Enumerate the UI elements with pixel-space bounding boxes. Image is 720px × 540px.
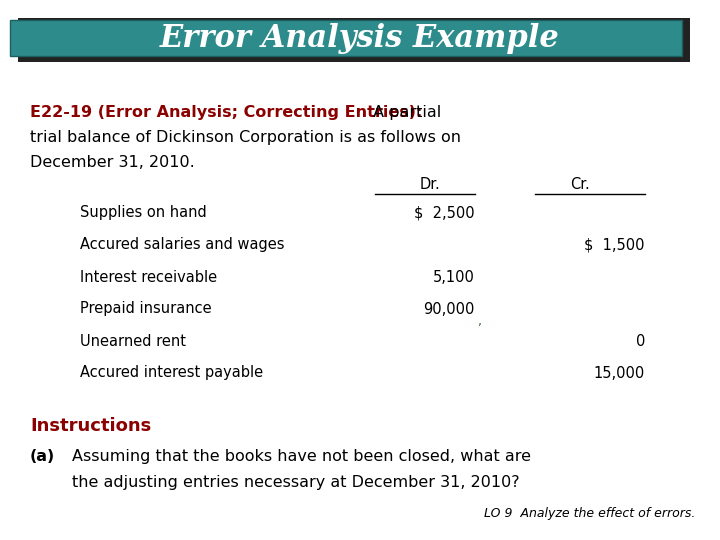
- Text: Supplies on hand: Supplies on hand: [80, 206, 207, 220]
- Text: Error Analysis Example: Error Analysis Example: [160, 23, 560, 53]
- Text: Instructions: Instructions: [30, 417, 151, 435]
- Text: Accured salaries and wages: Accured salaries and wages: [80, 238, 284, 253]
- Text: LO 9  Analyze the effect of errors.: LO 9 Analyze the effect of errors.: [484, 507, 695, 520]
- Text: 5,100: 5,100: [433, 269, 475, 285]
- Text: Accured interest payable: Accured interest payable: [80, 366, 263, 381]
- Text: 15,000: 15,000: [594, 366, 645, 381]
- Text: Assuming that the books have not been closed, what are: Assuming that the books have not been cl…: [72, 449, 531, 464]
- Text: Interest receivable: Interest receivable: [80, 269, 217, 285]
- Text: A partial: A partial: [368, 105, 441, 120]
- Text: ,: ,: [478, 314, 482, 327]
- Text: the adjusting entries necessary at December 31, 2010?: the adjusting entries necessary at Decem…: [72, 475, 520, 490]
- Text: Dr.: Dr.: [420, 177, 441, 192]
- Text: Cr.: Cr.: [570, 177, 590, 192]
- Text: 90,000: 90,000: [423, 301, 475, 316]
- Text: December 31, 2010.: December 31, 2010.: [30, 155, 194, 170]
- Text: E22-19 (Error Analysis; Correcting Entries):: E22-19 (Error Analysis; Correcting Entri…: [30, 105, 423, 120]
- Text: Unearned rent: Unearned rent: [80, 334, 186, 348]
- Text: Prepaid insurance: Prepaid insurance: [80, 301, 212, 316]
- Text: 0: 0: [636, 334, 645, 348]
- Text: (a): (a): [30, 449, 55, 464]
- Text: $  1,500: $ 1,500: [585, 238, 645, 253]
- Text: $  2,500: $ 2,500: [415, 206, 475, 220]
- Text: trial balance of Dickinson Corporation is as follows on: trial balance of Dickinson Corporation i…: [30, 130, 461, 145]
